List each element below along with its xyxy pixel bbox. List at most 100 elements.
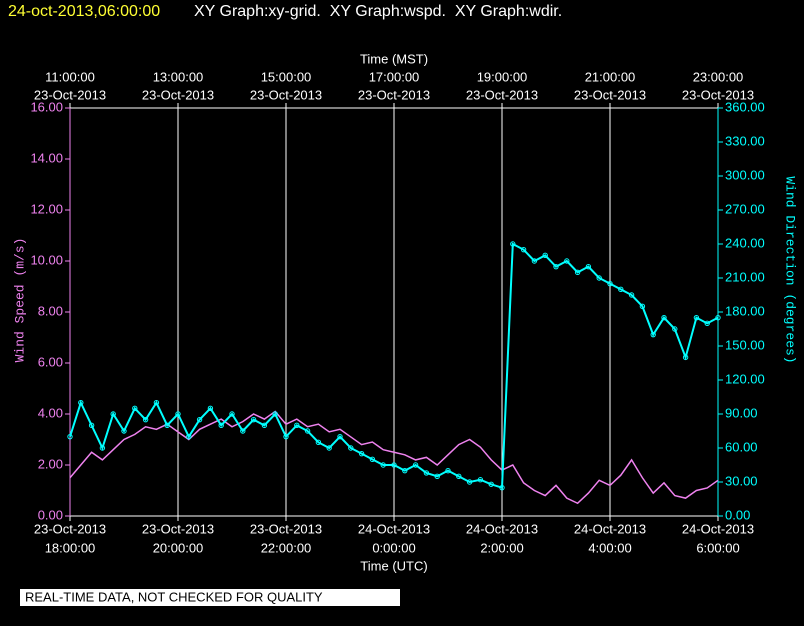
- point: [186, 433, 192, 440]
- point: [326, 445, 332, 451]
- point: [207, 405, 214, 412]
- point: [488, 481, 494, 487]
- point: [445, 467, 451, 474]
- y2-tick-label: 150.00: [725, 337, 765, 352]
- x-axis-title: Time (UTC): [360, 558, 427, 573]
- point: [250, 416, 257, 423]
- point: [531, 258, 538, 264]
- point: [650, 331, 656, 338]
- point: [477, 477, 484, 483]
- y-axis-title: Wind Speed (m/s): [12, 238, 27, 363]
- point: [618, 286, 624, 293]
- point: [218, 422, 224, 429]
- point: [574, 269, 581, 276]
- y-tick-label: 12.00: [30, 201, 63, 216]
- x-tick-label: 20:00:00: [153, 540, 204, 555]
- x2-tick-label: 23-Oct-2013: [574, 87, 646, 102]
- point: [196, 416, 203, 423]
- y-tick-label: 6.00: [38, 354, 63, 369]
- point: [99, 445, 106, 451]
- y2-tick-label: 300.00: [725, 167, 765, 182]
- y2-axis-title: Wind Direction (degrees): [783, 176, 798, 363]
- point: [564, 258, 570, 264]
- y-tick-label: 4.00: [38, 405, 63, 420]
- x-tick-label: 24-Oct-2013: [466, 521, 538, 536]
- point: [348, 445, 354, 451]
- y-tick-label: 8.00: [38, 303, 63, 318]
- x-tick-label: 6:00:00: [696, 540, 739, 555]
- x2-tick-label: 13:00:00: [153, 69, 204, 84]
- point: [434, 473, 440, 480]
- y2-tick-label: 360.00: [725, 99, 765, 114]
- x-tick-label: 24-Oct-2013: [682, 521, 754, 536]
- point: [153, 399, 160, 406]
- point: [88, 422, 95, 429]
- x2-tick-label: 23-Oct-2013: [34, 87, 106, 102]
- y2-tick-label: 330.00: [725, 133, 765, 148]
- point: [402, 467, 408, 474]
- point: [369, 456, 376, 463]
- x2-tick-label: 23-Oct-2013: [358, 87, 430, 102]
- x2-axis-title: Time (MST): [360, 51, 428, 66]
- point: [596, 275, 602, 281]
- point: [704, 320, 710, 327]
- point: [78, 399, 84, 406]
- series-line: [69, 242, 719, 490]
- point: [499, 484, 505, 491]
- point: [639, 303, 646, 310]
- x2-tick-label: 23-Oct-2013: [682, 87, 754, 102]
- series-line: [69, 410, 719, 505]
- chart-title: 24-oct-2013,06:00:00: [8, 3, 160, 20]
- point: [553, 263, 559, 270]
- point: [283, 433, 289, 440]
- y-tick-label: 2.00: [38, 456, 63, 471]
- x2-tick-label: 19:00:00: [477, 69, 528, 84]
- point: [304, 428, 311, 434]
- point: [315, 439, 322, 446]
- y2-tick-label: 180.00: [725, 303, 765, 318]
- x-tick-label: 23-Oct-2013: [142, 521, 214, 536]
- point: [67, 433, 73, 440]
- point: [121, 428, 127, 434]
- point: [175, 411, 181, 417]
- y2-tick-label: 120.00: [725, 371, 765, 386]
- x-tick-label: 22:00:00: [261, 540, 312, 555]
- y2-tick-label: 240.00: [725, 235, 765, 250]
- point: [520, 246, 527, 253]
- y2-tick-label: 90.00: [725, 405, 758, 420]
- x-tick-label: 4:00:00: [588, 540, 631, 555]
- y-tick-label: 10.00: [30, 252, 63, 267]
- point: [142, 416, 149, 423]
- point: [542, 252, 548, 259]
- point: [456, 473, 462, 480]
- x-tick-label: 18:00:00: [45, 540, 96, 555]
- point: [132, 405, 138, 412]
- point: [661, 314, 667, 321]
- y2-tick-label: 0.00: [725, 507, 750, 522]
- y2-tick-label: 270.00: [725, 201, 765, 216]
- y2-tick-label: 60.00: [725, 439, 758, 454]
- chart-subtitle: XY Graph:xy-grid. XY Graph:wspd. XY Grap…: [194, 3, 562, 20]
- point: [510, 241, 516, 247]
- x2-tick-label: 17:00:00: [369, 69, 420, 84]
- point: [261, 422, 268, 429]
- footer-box: [20, 589, 400, 606]
- point: [110, 411, 116, 417]
- y-tick-label: 16.00: [30, 99, 63, 114]
- point: [358, 450, 365, 457]
- x2-tick-label: 23:00:00: [693, 69, 744, 84]
- x-tick-label: 24-Oct-2013: [574, 521, 646, 536]
- x2-tick-label: 23-Oct-2013: [142, 87, 214, 102]
- x2-tick-label: 15:00:00: [261, 69, 312, 84]
- x-tick-label: 23-Oct-2013: [34, 521, 106, 536]
- point: [466, 479, 473, 485]
- footer: REAL-TIME DATA, NOT CHECKED FOR QUALITY: [25, 589, 323, 604]
- point: [380, 462, 386, 468]
- point: [240, 428, 246, 434]
- x2-tick-label: 21:00:00: [585, 69, 636, 84]
- x2-tick-label: 23-Oct-2013: [466, 87, 538, 102]
- point: [628, 292, 635, 298]
